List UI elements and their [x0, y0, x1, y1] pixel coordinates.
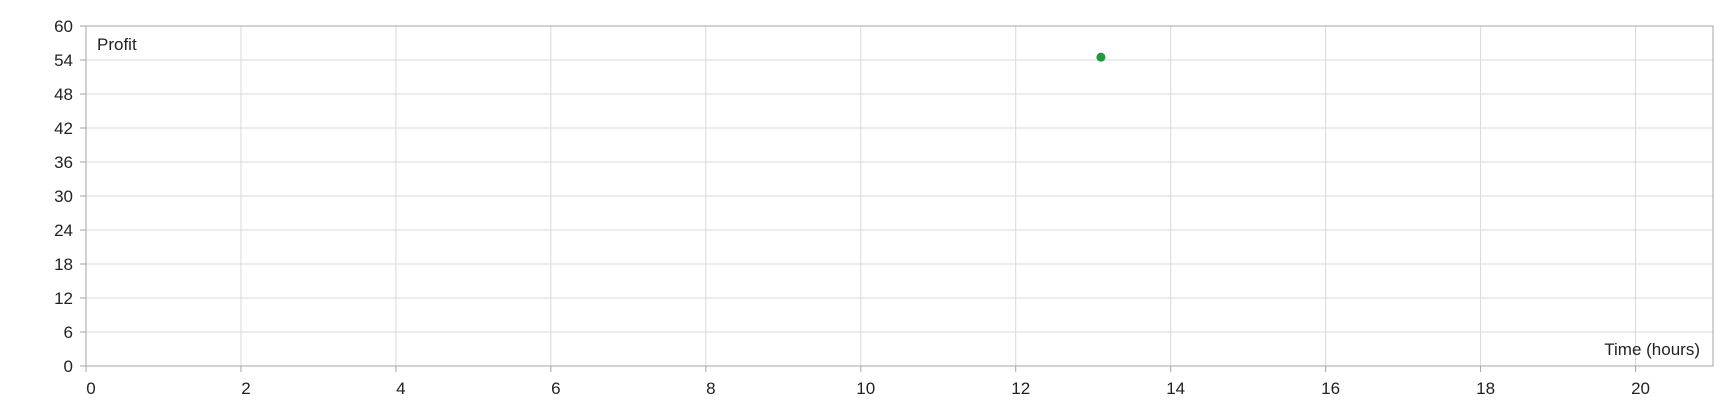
x-tick-label: 20: [1631, 379, 1650, 398]
data-point: [1096, 52, 1106, 62]
x-tick-label: 10: [856, 379, 875, 398]
y-axis-label: Profit: [97, 35, 137, 54]
y-tick-label: 0: [64, 357, 73, 376]
x-axis-label: Time (hours): [1604, 340, 1700, 359]
y-tick-label: 6: [64, 323, 73, 342]
y-tick-label: 60: [54, 17, 73, 36]
y-tick-label: 54: [54, 51, 73, 70]
plot-frame: [85, 25, 1714, 367]
data-points: [1096, 52, 1106, 62]
y-tick-label: 12: [54, 289, 73, 308]
y-tick-label: 24: [54, 221, 73, 240]
x-tick-label: 18: [1476, 379, 1495, 398]
axis-layer: [80, 25, 1714, 372]
x-tick-label: 8: [706, 379, 715, 398]
x-tick-label: 2: [241, 379, 250, 398]
grid-layer: [85, 25, 1713, 367]
y-tick-label: 36: [54, 153, 73, 172]
x-tick-label: 4: [396, 379, 405, 398]
x-tick-label: 12: [1011, 379, 1030, 398]
y-tick-label: 42: [54, 119, 73, 138]
y-tick-label: 30: [54, 187, 73, 206]
y-tick-label: 48: [54, 85, 73, 104]
y-tick-label: 18: [54, 255, 73, 274]
x-tick-label: 0: [86, 379, 95, 398]
axis-labels: Profit Time (hours): [97, 35, 1700, 359]
x-tick-label: 6: [551, 379, 560, 398]
x-tick-label: 16: [1321, 379, 1340, 398]
x-tick-label: 14: [1166, 379, 1185, 398]
